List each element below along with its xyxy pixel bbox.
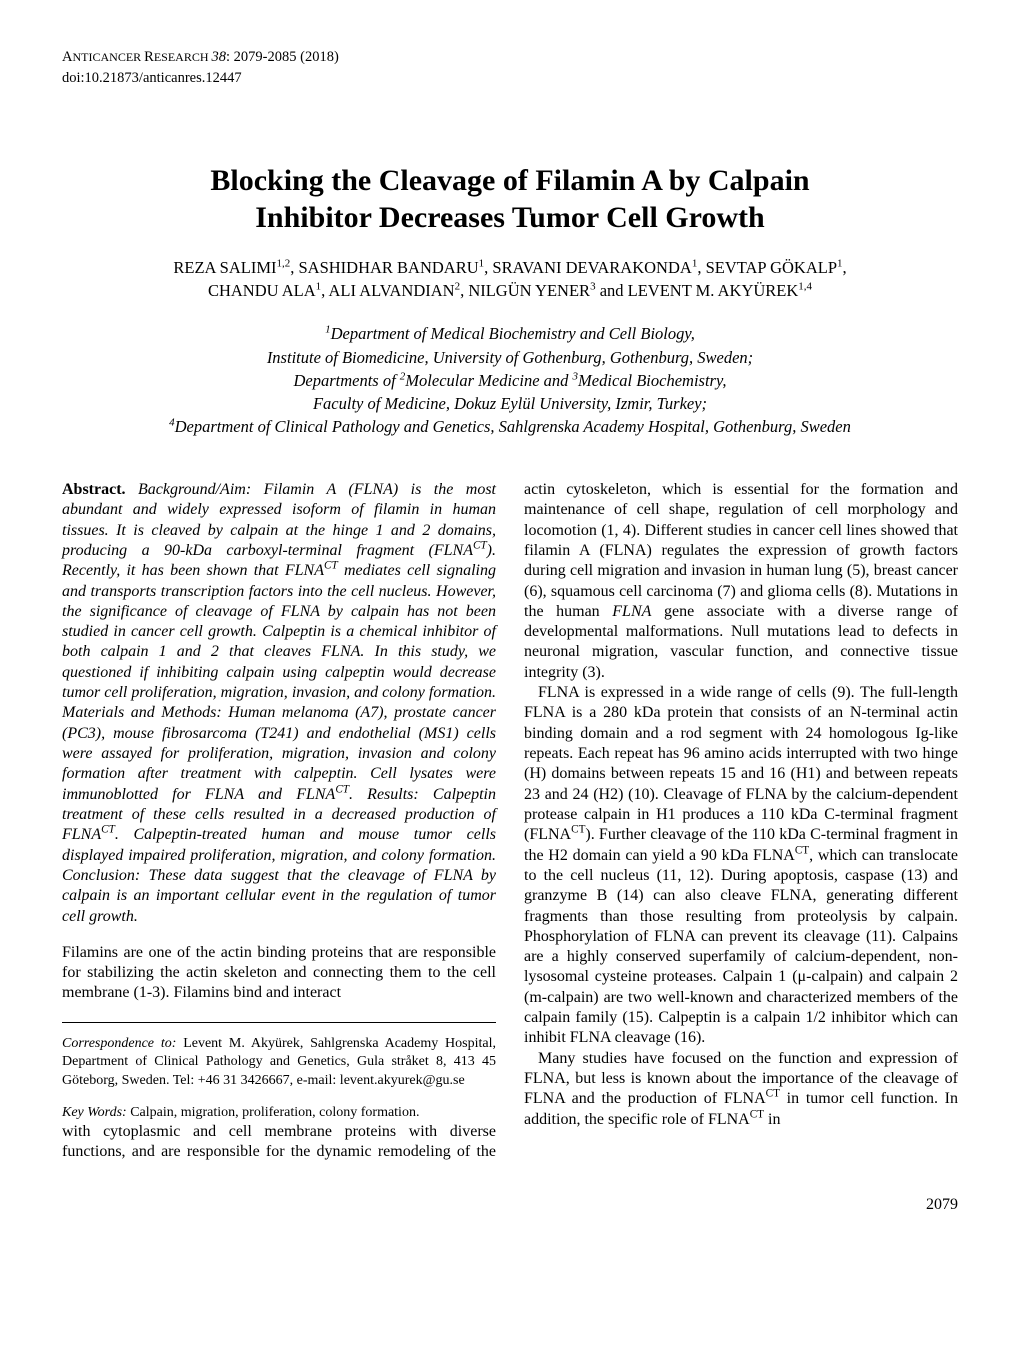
- journal-pages-year: : 2079-2085 (2018): [226, 49, 339, 65]
- abstract-label: Abstract.: [62, 481, 126, 498]
- spacer: [62, 927, 496, 943]
- journal-name-run: ANTICANCER RESEARCH: [62, 49, 212, 65]
- affil-line-3b: Molecular Medicine and: [405, 371, 572, 390]
- page-number: 2079: [62, 1195, 958, 1215]
- intro-paragraph-1: Filamins are one of the actin binding pr…: [62, 943, 496, 1004]
- affil-line-4: Faculty of Medicine, Dokuz Eylül Univers…: [313, 394, 707, 413]
- correspondence-label: Correspondence to:: [62, 1036, 176, 1051]
- body-paragraph-2: FLNA is expressed in a wide range of cel…: [524, 683, 958, 1049]
- affil-line-3a: Departments of: [293, 371, 399, 390]
- gene-flna: FLNA: [612, 603, 651, 620]
- article-title: Blocking the Cleavage of Filamin A by Ca…: [62, 163, 958, 236]
- affil-line-1: Department of Medical Biochemistry and C…: [331, 324, 695, 343]
- journal-volume: 38: [212, 49, 227, 65]
- affil-line-2: Institute of Biomedicine, University of …: [267, 348, 753, 367]
- separator-rule: [62, 1022, 496, 1023]
- abstract-paragraph: Abstract. Background/Aim: Filamin A (FLN…: [62, 480, 496, 927]
- keywords-label: Key Words:: [62, 1105, 127, 1120]
- doi-line: doi:10.21873/anticanres.12447: [62, 69, 958, 88]
- keywords-block: Key Words: Calpain, migration, prolifera…: [62, 1104, 496, 1122]
- title-line-2: Inhibitor Decreases Tumor Cell Growth: [255, 201, 764, 234]
- affil-line-3c: Medical Biochemistry,: [578, 371, 726, 390]
- abstract-body: Background/Aim: Filamin A (FLNA) is the …: [62, 481, 496, 925]
- journal-header: ANTICANCER RESEARCH 38: 2079-2085 (2018): [62, 48, 958, 67]
- affil-line-5: Department of Clinical Pathology and Gen…: [175, 417, 851, 436]
- body-two-column: Abstract. Background/Aim: Filamin A (FLN…: [62, 480, 958, 1163]
- title-line-1: Blocking the Cleavage of Filamin A by Ca…: [210, 164, 809, 197]
- correspondence-block: Correspondence to: Levent M. Akyürek, Sa…: [62, 1035, 496, 1090]
- keywords-text: Calpain, migration, proliferation, colon…: [127, 1105, 420, 1120]
- author-list: REZA SALIMI1,2, SASHIDHAR BANDARU1, SRAV…: [62, 256, 958, 302]
- affiliations: 1Department of Medical Biochemistry and …: [62, 322, 958, 437]
- body-paragraph-3: Many studies have focused on the functio…: [524, 1049, 958, 1130]
